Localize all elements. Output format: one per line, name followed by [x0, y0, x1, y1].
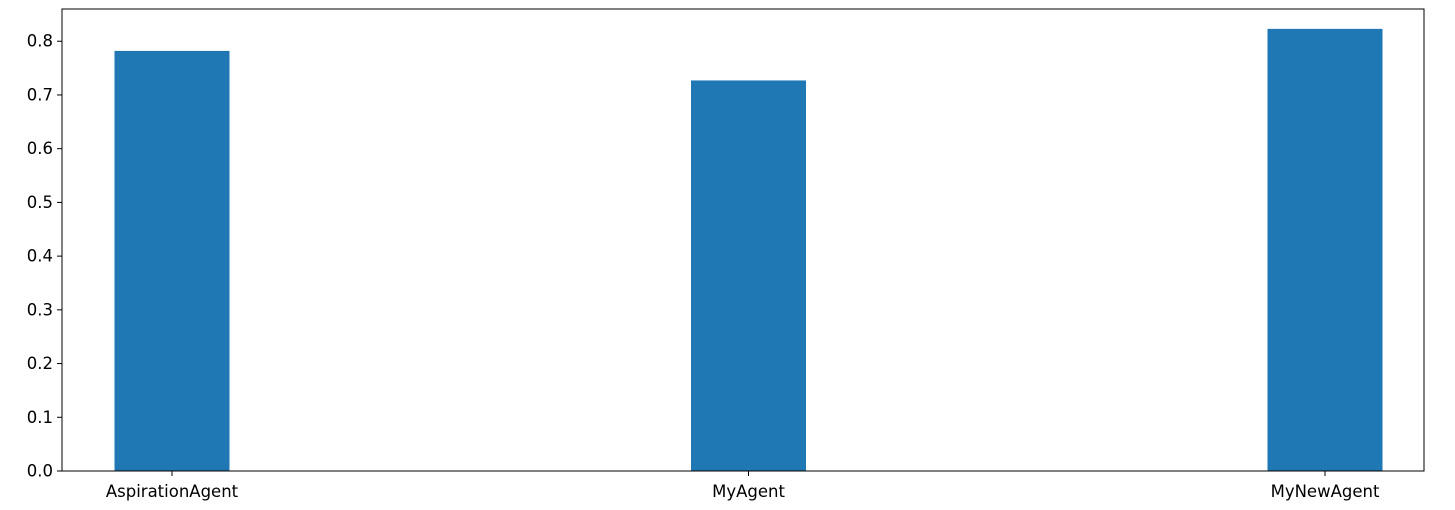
x-tick-label: AspirationAgent — [106, 482, 239, 501]
x-tick-label: MyAgent — [712, 482, 785, 501]
y-tick-label: 0.4 — [27, 247, 53, 266]
y-tick-label: 0.5 — [27, 193, 53, 212]
y-tick-label: 0.7 — [27, 85, 53, 104]
bar-MyNewAgent — [1267, 28, 1383, 472]
y-tick-label: 0.3 — [27, 300, 53, 319]
y-tick-label: 0.0 — [27, 462, 53, 481]
bar-MyAgent — [691, 80, 806, 471]
x-tick-label: MyNewAgent — [1271, 482, 1380, 501]
plot-frame — [61, 8, 1425, 472]
y-tick-label: 0.2 — [27, 354, 53, 373]
x-axis: AspirationAgent MyAgent MyNewAgent — [106, 471, 1380, 501]
y-tick-label: 0.6 — [27, 139, 53, 158]
y-axis: 0.0 0.1 0.2 0.3 0.4 0.5 0.6 0.7 0.8 — [27, 32, 62, 481]
bar-AspirationAgent — [114, 50, 230, 472]
bars-group — [114, 28, 1383, 472]
y-tick-label: 0.8 — [27, 32, 53, 51]
y-tick-label: 0.1 — [27, 408, 53, 427]
